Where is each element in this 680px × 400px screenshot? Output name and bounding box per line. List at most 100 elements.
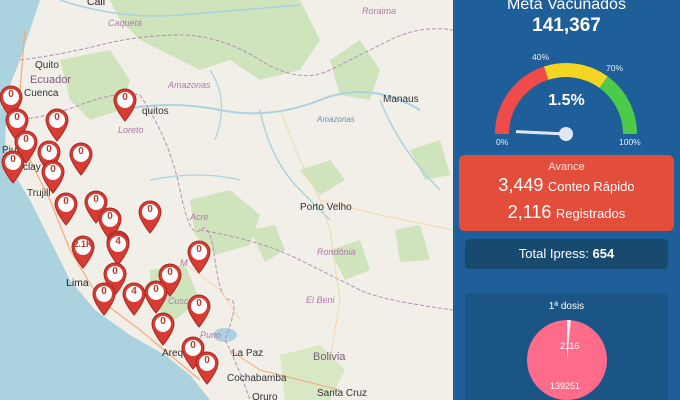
map-marker-count: 0 — [160, 316, 166, 327]
map-label-puno: Puno — [200, 330, 222, 340]
dosis-title: 1ª dosis — [548, 301, 585, 312]
map-label-bolivia: Bolivia — [313, 351, 346, 363]
map-marker[interactable]: 4 — [105, 232, 131, 266]
map-label-santa-cruz: Santa Cruz — [317, 388, 368, 399]
map-label-acre: Acre — [190, 212, 209, 222]
map-marker[interactable]: 0 — [91, 282, 117, 316]
map-label-cuenca: Cuenca — [24, 88, 59, 99]
map-marker[interactable]: 0 — [53, 192, 79, 226]
map-view[interactable]: Cali Caquetá Roraima Ecuador Quito Cuenc… — [0, 0, 453, 400]
map-marker-count: 4 — [115, 236, 121, 247]
gauge-band-yellow — [544, 63, 608, 89]
gauge-hub — [559, 127, 573, 141]
map-marker-count: 0 — [46, 144, 52, 155]
dosis-card: 1ª dosis 2116 139251 — [465, 293, 668, 400]
map-marker[interactable]: 2.1K — [70, 235, 96, 269]
stats-panel: Meta Vacunados 141,367 40% 70% 0% 100% 1… — [453, 0, 680, 400]
ipress-card: Total Ipress: 654 — [465, 239, 668, 269]
map-marker-count: 0 — [107, 211, 113, 222]
gauge-tick-70: 70% — [606, 63, 624, 73]
ipress-label: Total Ipress: — [518, 246, 589, 261]
map-marker-count: 0 — [190, 340, 196, 351]
map-label-la-paz: La Paz — [232, 348, 264, 359]
map-marker-count: 0 — [147, 204, 153, 215]
registrados-label: Registrados — [555, 206, 626, 221]
pie-slice-small — [567, 320, 571, 360]
map-label-quito: Quito — [35, 60, 59, 71]
map-label-rondonia: Rondônia — [317, 247, 356, 257]
gauge-band-red — [495, 66, 549, 135]
map-marker-count: 4 — [131, 286, 137, 297]
map-marker[interactable]: 0 — [44, 108, 70, 142]
map-label-iquitos: quitos — [142, 106, 169, 117]
map-label-madre: M — [180, 258, 188, 268]
conteo-value: 3,449 — [498, 175, 544, 195]
map-marker-count: 0 — [204, 355, 210, 366]
dosis-pie-chart — [527, 320, 607, 400]
map-label-cali: Cali — [87, 0, 106, 8]
avance-title: Avance — [548, 161, 585, 173]
map-label-amazonas-river: Amazonas — [317, 115, 355, 124]
map-marker-count: 2.1K — [73, 239, 93, 249]
conteo-label: Conteo Rápido — [547, 179, 635, 194]
gauge-needle — [515, 130, 567, 136]
registrados-value: 2,116 — [507, 202, 552, 222]
map-label-ecuador: Ecuador — [30, 74, 71, 86]
progress-gauge — [495, 63, 637, 141]
map-marker-count: 0 — [153, 284, 159, 295]
map-marker-count: 0 — [101, 286, 107, 297]
gauge-tick-100: 100% — [619, 137, 641, 147]
map-marker[interactable]: 0 — [150, 312, 176, 346]
map-marker-count: 0 — [78, 146, 84, 157]
map-marker-count: 0 — [14, 112, 20, 123]
map-label-porto-velho: Porto Velho — [300, 202, 352, 213]
map-label-cusco: Cusco — [168, 296, 194, 306]
ipress-value: 654 — [592, 246, 615, 261]
map-label-piura: Piu — [2, 145, 17, 156]
map-marker-count: 0 — [167, 267, 173, 278]
map-marker[interactable]: 0 — [112, 88, 138, 122]
map-label-cochabamba: Cochabamba — [227, 373, 287, 384]
gauge-tick-40: 40% — [532, 52, 550, 62]
map-label-manaus: Manaus — [383, 94, 419, 105]
map-marker-count: 0 — [196, 298, 202, 309]
map-label-lima: Lima — [66, 277, 89, 289]
map-marker[interactable]: 0 — [143, 280, 169, 314]
map-marker[interactable]: 0 — [137, 200, 163, 234]
map-marker-count: 0 — [112, 266, 118, 277]
map-label-oruro: Oruro — [252, 392, 278, 400]
pie-label-small: 2116 — [560, 341, 580, 351]
gauge-tick-0: 0% — [496, 137, 509, 147]
meta-value: 141,367 — [532, 15, 601, 36]
meta-title: Meta Vacunados — [507, 0, 626, 13]
map-label-trujillo: Trujill — [27, 188, 51, 199]
gauge-band-green — [599, 76, 637, 135]
map-marker[interactable]: 4 — [121, 282, 147, 316]
avance-card: Avance 3,449 Conteo Rápido 2,116 Registr… — [459, 155, 674, 231]
map-label-chiclayo: Chiclay — [8, 162, 41, 173]
map-label-el-beni: El Beni — [306, 295, 335, 305]
map-marker[interactable]: 0 — [40, 160, 66, 194]
map-marker-count: 0 — [54, 112, 60, 123]
map-marker[interactable]: 0 — [0, 150, 26, 184]
map-marker-count: 0 — [63, 196, 69, 207]
map-marker[interactable]: 0 — [68, 142, 94, 176]
map-label-caqueta: Caquetá — [108, 18, 143, 28]
map-marker-count: 0 — [50, 164, 56, 175]
gauge-value: 1.5% — [548, 92, 585, 109]
map-marker-count: 0 — [196, 244, 202, 255]
map-marker-count: 0 — [10, 154, 16, 165]
map-label-roraima: Roraima — [362, 6, 397, 16]
map-marker[interactable]: 0 — [194, 351, 220, 385]
map-marker-count: 0 — [8, 89, 14, 100]
map-marker[interactable]: 0 — [186, 240, 212, 274]
pie-label-main: 139251 — [550, 381, 581, 391]
map-marker[interactable]: 0 — [102, 262, 128, 296]
map-marker-count: 0 — [93, 194, 99, 205]
map-marker-count: 0 — [23, 134, 29, 145]
map-marker[interactable]: 0 — [186, 294, 212, 328]
map-label-loreto: Loreto — [118, 125, 144, 135]
map-marker-count: 0 — [122, 92, 128, 103]
map-label-arequipa: Areq — [162, 348, 184, 359]
map-label-amazonas-region: Amazonas — [168, 80, 211, 90]
